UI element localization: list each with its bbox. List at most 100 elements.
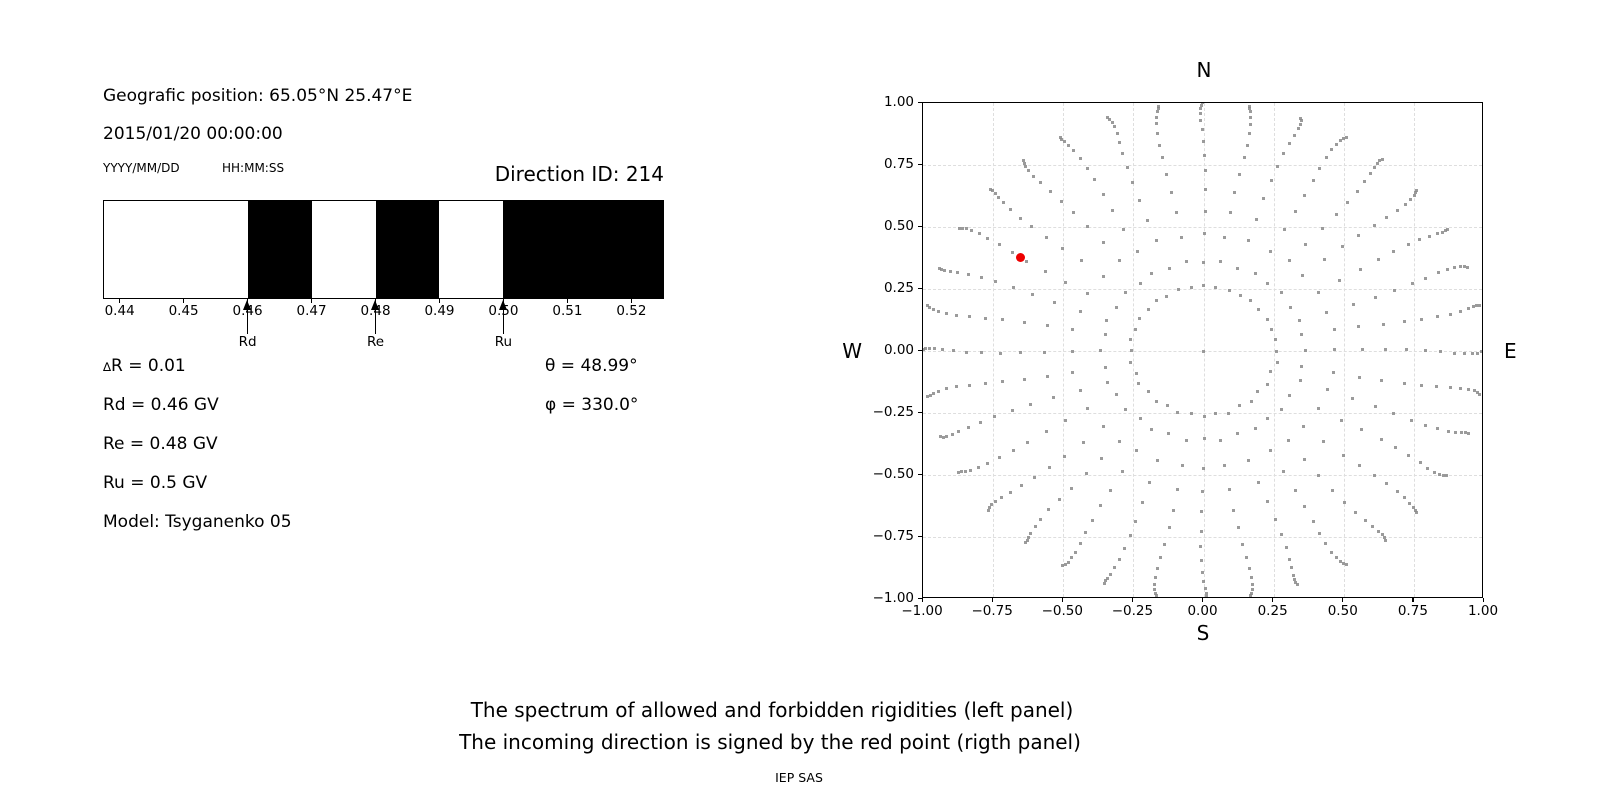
direction-grid-dot (1108, 118, 1112, 122)
direction-grid-dot (1180, 463, 1184, 467)
datetime-text: 2015/01/20 00:00:00 (103, 124, 283, 144)
direction-grid-dot (1199, 119, 1203, 123)
spectrum-tick-label: 0.48 (360, 303, 391, 319)
direction-grid-dot (1463, 265, 1467, 269)
direction-grid-dot (1154, 593, 1158, 597)
direction-grid-dot (1135, 449, 1139, 453)
direction-grid-dot (1200, 510, 1204, 514)
direction-grid-dot (1288, 141, 1292, 145)
direction-grid-dot (1118, 140, 1122, 144)
direction-grid-dot (1292, 578, 1296, 582)
cutoff-value-text: Re = 0.48 GV (103, 434, 218, 454)
direction-grid-dot (1464, 431, 1468, 435)
spectrum-tick-label: 0.44 (104, 303, 135, 319)
direction-grid-dot (1071, 371, 1075, 375)
direction-grid-dot (967, 425, 971, 429)
direction-grid-dot (1242, 156, 1246, 160)
direction-grid-dot (1201, 103, 1205, 105)
direction-grid-dot (1080, 259, 1084, 263)
direction-grid-dot (926, 304, 930, 308)
direction-grid-dot (1103, 579, 1107, 583)
direction-grid-dot (1202, 466, 1206, 470)
direction-grid-dot (1247, 459, 1251, 463)
direction-grid-dot (931, 391, 935, 395)
direction-grid-dot (1030, 225, 1034, 229)
direction-grid-dot (1048, 465, 1052, 469)
direction-grid-dot (1359, 267, 1363, 271)
direction-grid-dot (1460, 431, 1464, 435)
direction-grid-dot (1395, 209, 1399, 213)
direction-grid-dot (1471, 305, 1475, 309)
direction-grid-dot (1318, 532, 1322, 536)
direction-grid-dot (965, 350, 969, 354)
direction-grid-dot (1175, 210, 1179, 214)
direction-grid-dot (1467, 387, 1471, 391)
direction-grid-dot (1078, 156, 1082, 160)
direction-grid-dot (940, 348, 944, 352)
direction-grid-dot (1100, 457, 1104, 461)
direction-grid-dot (1063, 454, 1067, 458)
direction-grid-dot (1316, 407, 1320, 411)
direction-grid-dot (1286, 439, 1290, 443)
theta-value-text: θ = 48.99° (545, 356, 638, 376)
direction-grid-dot (1111, 209, 1115, 213)
direction-grid-dot (1392, 288, 1396, 292)
compass-north-label: N (1196, 58, 1212, 82)
direction-grid-dot (1269, 179, 1273, 183)
direction-grid-dot (1198, 107, 1202, 111)
direction-grid-dot (1423, 423, 1427, 427)
direction-grid-dot (1403, 320, 1407, 324)
caption-line-2: The incoming direction is signed by the … (459, 730, 1081, 754)
direction-grid-dot (1063, 562, 1067, 566)
direction-grid-dot (1067, 144, 1070, 148)
direction-grid-dot (1257, 481, 1261, 485)
direction-grid-dot (1384, 216, 1388, 220)
direction-grid-dot (1062, 140, 1066, 144)
direction-grid-dot (1446, 227, 1450, 231)
direction-grid-dot (1105, 319, 1109, 323)
cutoff-value-text: Model: Tsyganenko 05 (103, 512, 292, 532)
spectrum-tick-label: 0.50 (488, 303, 519, 319)
direction-grid-dot (1086, 291, 1090, 295)
direction-grid-dot (1334, 143, 1338, 147)
direction-grid-dot (965, 227, 969, 231)
direction-ytick-label: 0.75 (883, 156, 914, 172)
direction-grid-dot (1223, 463, 1227, 467)
direction-grid-dot (1303, 504, 1307, 508)
direction-grid-dot (1293, 210, 1297, 214)
forbidden-band (247, 201, 312, 298)
direction-xtick-mark (1131, 598, 1134, 602)
direction-xtick-label: 0.75 (1397, 603, 1428, 619)
direction-grid-dot (933, 347, 937, 351)
direction-grid-dot (1279, 532, 1283, 536)
direction-grid-dot (1156, 131, 1160, 135)
direction-grid-dot (1022, 161, 1026, 165)
direction-grid-dot (992, 415, 996, 419)
direction-grid-dot (1377, 529, 1381, 533)
direction-grid-dot (1185, 260, 1189, 264)
direction-grid-dot (1436, 315, 1440, 319)
spectrum-tick-mark (502, 299, 505, 303)
direction-grid-dot (1414, 191, 1418, 195)
direction-grid-dot (1448, 312, 1452, 316)
direction-grid-dot (1203, 209, 1207, 213)
direction-grid-dot (1134, 519, 1138, 523)
direction-grid-dot (1046, 374, 1050, 378)
direction-grid-dot (1472, 389, 1476, 393)
direction-grid-dot (1176, 487, 1180, 491)
direction-grid-dot (1147, 308, 1151, 312)
compass-east-label: E (1504, 339, 1517, 363)
direction-grid-dot (1102, 193, 1106, 197)
direction-grid-dot (961, 226, 965, 230)
direction-grid-dot (1071, 327, 1075, 331)
direction-grid-dot (1475, 303, 1479, 307)
red-direction-point (1015, 252, 1025, 262)
direction-grid-dot (1441, 474, 1445, 478)
direction-grid-dot (1287, 259, 1291, 263)
direction-grid-dot (1384, 347, 1388, 351)
direction-grid-dot (1236, 266, 1240, 270)
direction-grid-dot (1064, 280, 1068, 284)
direction-grid-dot (1446, 267, 1450, 271)
direction-grid-dot (1104, 333, 1108, 337)
direction-grid-dot (1411, 505, 1415, 509)
